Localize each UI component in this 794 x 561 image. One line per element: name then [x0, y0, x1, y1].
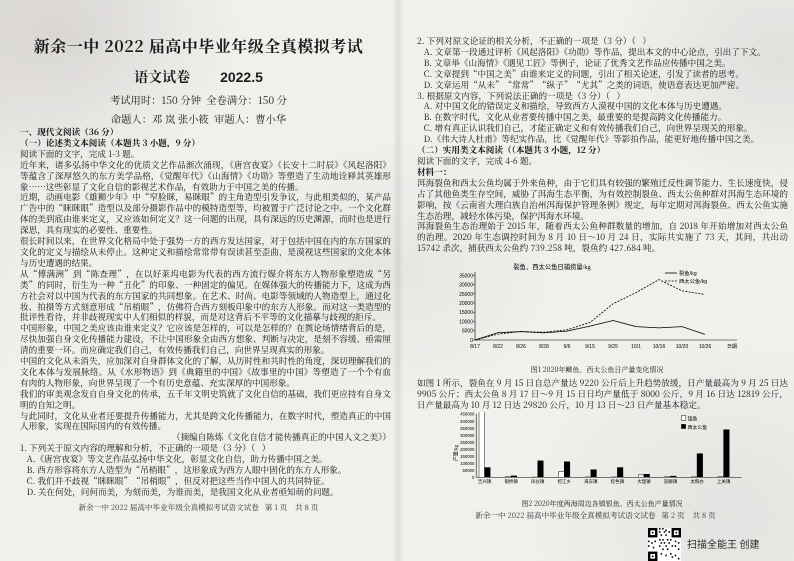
svg-text:西太公鱼: 西太公鱼 — [688, 424, 707, 431]
svg-text:大理镇: 大理镇 — [637, 478, 651, 485]
svg-text:双廊镇: 双廊镇 — [664, 478, 678, 485]
svg-text:挖色镇: 挖色镇 — [611, 478, 625, 485]
svg-text:9/6: 9/6 — [564, 344, 571, 350]
svg-text:日期: 日期 — [727, 344, 737, 350]
svg-text:25000: 25000 — [459, 292, 473, 298]
svg-text:产量/kg: 产量/kg — [453, 444, 460, 461]
svg-text:10/20: 10/20 — [676, 344, 689, 350]
svg-text:9/25: 9/25 — [608, 344, 618, 350]
svg-text:50000: 50000 — [462, 468, 474, 473]
svg-text:海东镇: 海东镇 — [584, 478, 598, 485]
svg-text:太和办: 太和办 — [690, 478, 704, 485]
svg-text:挖江乡: 挖江乡 — [558, 478, 571, 485]
svg-text:8/28: 8/28 — [539, 344, 549, 350]
svg-text:35000: 35000 — [459, 273, 473, 279]
svg-text:8/17: 8/17 — [470, 344, 480, 350]
svg-text:吉兴镇: 吉兴镇 — [478, 478, 492, 485]
svg-text:上关镇: 上关镇 — [717, 478, 731, 485]
svg-text:450000: 450000 — [460, 412, 475, 417]
svg-text:20000: 20000 — [459, 301, 473, 307]
svg-text:西太公鱼/kg: 西太公鱼/kg — [679, 277, 707, 285]
svg-text:15000: 15000 — [459, 310, 473, 316]
svg-text:银桥镇: 银桥镇 — [504, 478, 518, 485]
svg-text:0: 0 — [472, 475, 475, 480]
svg-text:150000: 150000 — [460, 454, 475, 459]
svg-text:裂鱼、西太公鱼日捕捞量/kg: 裂鱼、西太公鱼日捕捞量/kg — [513, 262, 591, 271]
svg-text:10/16: 10/16 — [653, 344, 666, 350]
svg-text:银鱼: 银鱼 — [688, 415, 698, 422]
svg-text:8/26: 8/26 — [516, 344, 526, 350]
svg-text:350000: 350000 — [460, 426, 475, 431]
svg-text:裂鱼/kg: 裂鱼/kg — [679, 269, 697, 277]
svg-text:5000: 5000 — [462, 329, 473, 335]
svg-text:300000: 300000 — [460, 433, 475, 438]
svg-text:10000: 10000 — [459, 320, 473, 326]
svg-text:200000: 200000 — [460, 447, 475, 452]
svg-text:8/22: 8/22 — [493, 344, 503, 350]
svg-text:10/1: 10/1 — [631, 344, 641, 350]
svg-text:30000: 30000 — [459, 283, 473, 289]
svg-text:9/15: 9/15 — [585, 344, 595, 350]
svg-text:10/26: 10/26 — [699, 344, 712, 350]
svg-text:250000: 250000 — [460, 440, 475, 445]
svg-text:凤仪镇: 凤仪镇 — [531, 478, 545, 485]
svg-text:400000: 400000 — [460, 419, 475, 424]
svg-text:100000: 100000 — [460, 461, 475, 466]
